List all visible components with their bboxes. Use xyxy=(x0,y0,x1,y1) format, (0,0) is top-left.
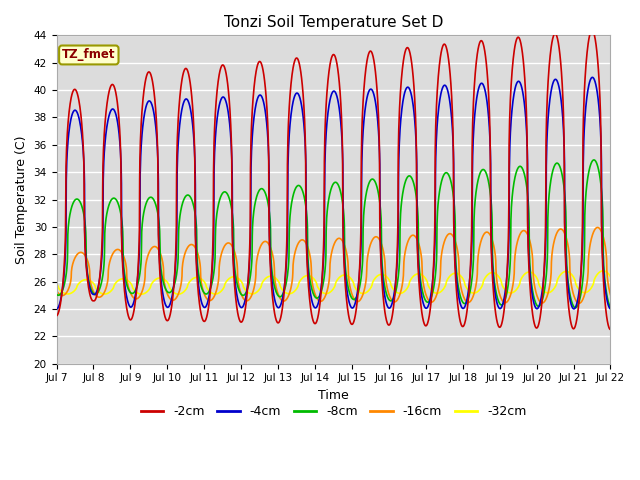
Legend: -2cm, -4cm, -8cm, -16cm, -32cm: -2cm, -4cm, -8cm, -16cm, -32cm xyxy=(136,400,531,423)
Y-axis label: Soil Temperature (C): Soil Temperature (C) xyxy=(15,135,28,264)
Title: Tonzi Soil Temperature Set D: Tonzi Soil Temperature Set D xyxy=(224,15,443,30)
Text: TZ_fmet: TZ_fmet xyxy=(62,48,116,61)
X-axis label: Time: Time xyxy=(318,389,349,402)
